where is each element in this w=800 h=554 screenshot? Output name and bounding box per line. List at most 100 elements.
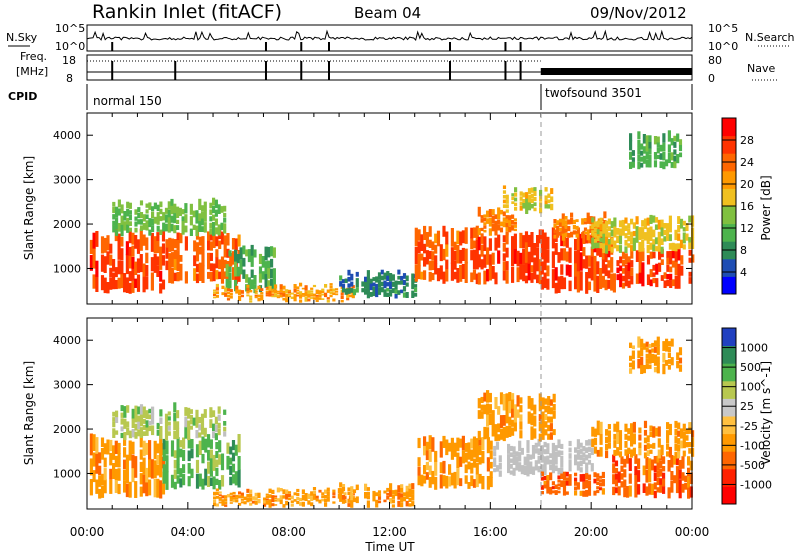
velocity-cell [215, 495, 219, 499]
velocity-cell [276, 498, 280, 502]
velocity-cell [646, 435, 650, 443]
colorbar-swatch [722, 451, 736, 470]
velocity-cell [156, 464, 160, 476]
velocity-cell [207, 476, 211, 487]
velocity-cell [301, 501, 305, 507]
power-cell [583, 227, 588, 231]
power-cell [456, 268, 460, 283]
velocity-cell [682, 431, 686, 440]
power-cell [400, 280, 404, 285]
power-cell [310, 290, 314, 293]
velocity-cell [167, 431, 171, 436]
power-cell [508, 226, 512, 233]
velocity-cell [231, 452, 236, 462]
velocity-cell [103, 443, 107, 455]
velocity-cell [187, 438, 191, 449]
power-cell [604, 279, 608, 291]
power-cell [667, 130, 671, 142]
velocity-cell [162, 438, 166, 450]
velocity-cell [657, 438, 661, 448]
velocity-cell [268, 488, 272, 493]
velocity-cell [274, 495, 278, 498]
velocity-cell [265, 495, 269, 499]
power-cell [261, 256, 265, 268]
velocity-cell [554, 457, 558, 465]
power-cell [553, 234, 557, 239]
power-cell [544, 195, 548, 200]
power-cell [253, 249, 257, 258]
velocity-cell [585, 454, 589, 461]
power-cell [688, 215, 692, 223]
power-data-cells [89, 130, 695, 303]
velocity-cell [470, 449, 474, 462]
power-cell [641, 262, 645, 274]
velocity-cell [638, 447, 642, 456]
power-cell [296, 289, 300, 292]
velocity-cell [229, 457, 233, 465]
power-cell [304, 296, 308, 302]
velocity-cell [653, 465, 657, 473]
velocity-cell [596, 486, 600, 490]
velocity-cell [366, 491, 370, 496]
velocity-cell [629, 368, 633, 374]
velocity-cell [251, 496, 256, 500]
velocity-cell [673, 455, 677, 465]
power-cell [646, 244, 650, 254]
power-cell [565, 237, 569, 248]
power-cell [178, 207, 182, 216]
power-cell [312, 284, 317, 288]
power-cell [270, 246, 274, 257]
velocity-cell [670, 357, 674, 366]
velocity-cell [321, 499, 325, 502]
velocity-cell [486, 403, 490, 415]
nsearch-label: N.Search [745, 31, 795, 44]
power-cell [551, 227, 555, 249]
velocity-cell [565, 491, 569, 495]
power-cell [641, 232, 645, 240]
power-cell [511, 214, 515, 219]
velocity-cell [400, 502, 404, 508]
power-cell [139, 219, 144, 225]
velocity-cell [511, 398, 515, 409]
power-cell [660, 275, 664, 281]
power-cell [258, 272, 263, 283]
power-cell [600, 229, 604, 234]
velocity-cell [560, 467, 564, 475]
power-cell [486, 218, 490, 224]
power-cell [315, 299, 319, 302]
power-cell [226, 248, 230, 258]
time-axis-labels: 00:00 04:00 08:00 12:00 16:00 20:00 00:00 [70, 525, 710, 539]
velocity-cell [674, 420, 678, 428]
power-cell [488, 209, 492, 218]
power-cell [652, 215, 656, 223]
power-cell [287, 295, 292, 298]
velocity-cell [148, 408, 152, 414]
velocity-cell [630, 423, 634, 436]
velocity-cell [318, 489, 322, 493]
velocity-cell [498, 470, 502, 477]
velocity-cell [411, 489, 415, 495]
power-cell [128, 246, 132, 256]
power-cell [131, 268, 135, 281]
colorbar-swatch [722, 328, 736, 347]
colorbar-swatch [722, 416, 736, 435]
colorbar-tick-label: 20 [740, 178, 754, 191]
velocity-cell [173, 420, 177, 431]
power-cell [181, 220, 185, 228]
velocity-cell [543, 441, 547, 448]
power-cell [201, 264, 205, 283]
power-cell [231, 267, 236, 280]
power-cell [414, 227, 418, 247]
power-cell [472, 269, 477, 280]
velocity-cell [162, 464, 166, 473]
velocity-cell [341, 499, 346, 504]
velocity-cell [139, 473, 143, 485]
power-cell [134, 227, 138, 233]
velocity-cell [209, 458, 213, 468]
power-cell [95, 231, 99, 247]
velocity-cell [512, 446, 516, 455]
power-cell [159, 246, 163, 258]
power-cell [173, 239, 177, 249]
power-cell [301, 295, 305, 297]
y-tick-label: 3000 [53, 379, 81, 392]
